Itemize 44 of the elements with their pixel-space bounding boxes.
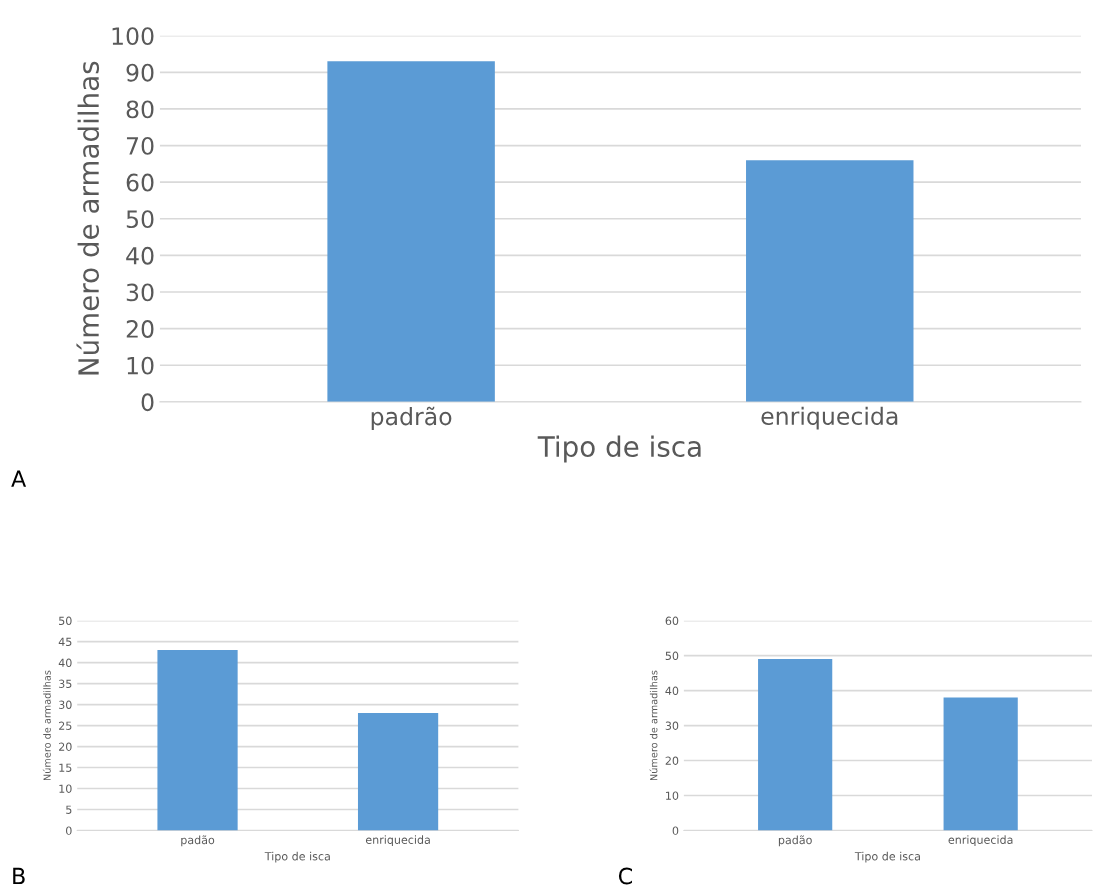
x-tick-label: padão <box>778 835 812 847</box>
text: C <box>618 867 632 885</box>
y-tick-label: 50 <box>665 651 679 660</box>
y-tick-label: 0 <box>141 393 154 412</box>
y-tick-label: 40 <box>126 246 154 265</box>
y-tick-label: 0 <box>672 826 679 835</box>
x-tick-label: enriquecida <box>761 406 898 430</box>
y-tick-label: 60 <box>126 173 154 192</box>
y-tick-label: 15 <box>59 763 72 772</box>
y-tick-label: 20 <box>126 320 154 338</box>
y-axis-title: Número de armadilhas <box>649 670 658 781</box>
y-tick-label: 10 <box>127 356 154 375</box>
y-tick-label: 80 <box>126 100 154 119</box>
y-tick-label: 45 <box>58 637 72 646</box>
x-axis-title: Tipo de isca <box>537 435 701 463</box>
y-tick-label: 30 <box>665 721 679 730</box>
x-tick-label: enriquecida <box>365 835 430 847</box>
y-tick-label: 0 <box>66 826 72 835</box>
y-tick-label: 30 <box>59 700 72 709</box>
y-tick-label: 100 <box>112 27 154 46</box>
y-tick-label: 25 <box>59 721 72 730</box>
x-tick-label: padrão <box>371 406 452 430</box>
y-tick-label: 50 <box>59 616 72 626</box>
x-tick-label: padão <box>181 835 215 847</box>
text: A <box>11 470 27 487</box>
y-tick-label: 70 <box>126 137 154 155</box>
x-axis-title: Tipo de isca <box>264 851 330 863</box>
y-tick-label: 5 <box>66 805 72 814</box>
y-axis-title: Número de armadilhas <box>42 670 51 781</box>
y-tick-label: 30 <box>126 283 154 302</box>
y-tick-label: 40 <box>665 686 679 695</box>
y-axis-title: Número de armadilhas <box>76 61 100 375</box>
y-tick-label: 35 <box>59 679 72 688</box>
y-tick-label: 10 <box>666 791 679 800</box>
y-tick-label: 20 <box>59 742 72 751</box>
x-axis-title: Tipo de isca <box>854 851 920 863</box>
text: B <box>13 867 25 885</box>
x-tick-label: enriquecida <box>948 835 1013 847</box>
y-tick-label: 90 <box>126 63 154 82</box>
y-tick-label: 40 <box>58 658 72 667</box>
y-tick-label: 50 <box>126 210 154 229</box>
y-tick-label: 60 <box>665 616 679 626</box>
y-tick-label: 10 <box>59 784 72 793</box>
y-tick-label: 20 <box>665 756 679 765</box>
